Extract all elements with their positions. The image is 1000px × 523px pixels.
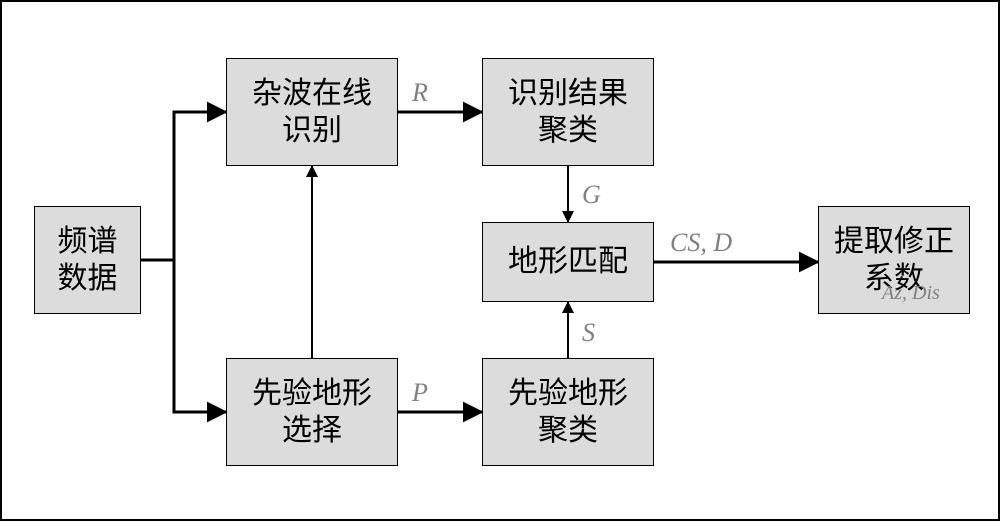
node-prior-sel: 先验地形 选择	[226, 358, 398, 466]
node-label: 频谱 数据	[58, 223, 118, 298]
node-prior-clu: 先验地形 聚类	[482, 358, 654, 466]
edge-label-terrain-to-extract: CS, D	[670, 228, 732, 258]
edge-label-prior-to-terrain: S	[582, 318, 595, 348]
node-spectrum: 频谱 数据	[34, 206, 141, 314]
edge-label-clutter-to-recog: R	[412, 78, 428, 108]
node-label: 识别结果 聚类	[508, 75, 628, 150]
node-label: 先验地形 聚类	[508, 375, 628, 450]
node-clutter: 杂波在线 识别	[226, 58, 398, 166]
edge-label-prior-to-priorclu: P	[412, 378, 428, 408]
flowchart-canvas: 频谱 数据 杂波在线 识别 先验地形 选择 识别结果 聚类 先验地形 聚类 地形…	[0, 0, 1000, 521]
edge-to-clutter	[174, 112, 226, 260]
edge-label-recog-to-terrain: G	[582, 180, 601, 210]
node-recog-clu: 识别结果 聚类	[482, 58, 654, 166]
node-label: 地形匹配	[508, 243, 628, 281]
extract-sublabel: Az, Dis	[882, 282, 940, 305]
edge-to-prior-sel	[174, 260, 226, 412]
node-terrain: 地形匹配	[482, 222, 654, 302]
node-label: 杂波在线 识别	[252, 75, 372, 150]
node-label: 先验地形 选择	[252, 375, 372, 450]
